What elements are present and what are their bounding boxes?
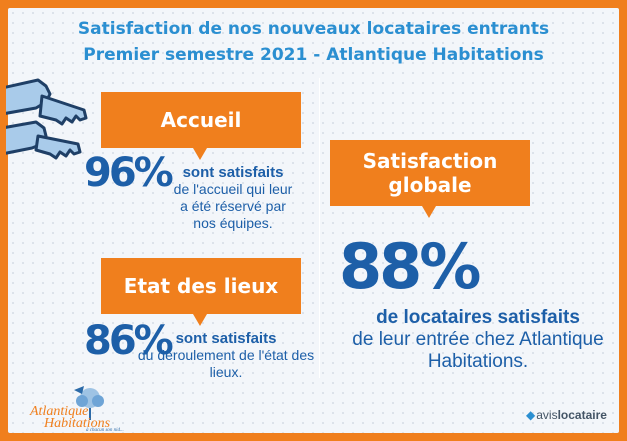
avislocataire-logo: ◆avislocataire (526, 408, 607, 422)
etat-description: sont satisfaits du déroulement de l'état… (131, 330, 321, 381)
tree-icon (74, 386, 104, 420)
globale-heading: Satisfaction globale (330, 140, 530, 218)
globale-text: de leur entrée chez Atlantique Habitatio… (352, 329, 604, 372)
etat-bold-text: sont satisfaits (175, 330, 277, 347)
accueil-bold-text: sont satisfaits (182, 164, 284, 181)
logo-suffix: locataire (557, 408, 607, 422)
keys-icon (6, 78, 88, 160)
etat-heading: Etat des lieux (101, 258, 301, 326)
etat-percent: 86% (84, 318, 174, 364)
logo-tagline: à chacun son nid... (86, 428, 124, 433)
title-line-2: Premier semestre 2021 - Atlantique Habit… (83, 45, 544, 65)
accueil-description: sont satisfaits de l'accueil qui leur a … (168, 164, 298, 232)
logo-line-1: Atlantique (30, 404, 89, 419)
column-divider (319, 78, 320, 378)
etat-text: du déroulement de l'état des lieux. (137, 347, 315, 380)
atlantique-habitations-logo: Atlantique Habitations à chacun son nid.… (30, 386, 140, 433)
globale-description: de locataires satisfaits de leur entrée … (338, 307, 618, 373)
title-line-1: Satisfaction de nos nouveaux locataires … (77, 19, 550, 39)
globale-heading-line-1: Satisfaction (362, 149, 498, 173)
accueil-percent: 96% (84, 150, 174, 196)
accueil-text: de l'accueil qui leur a été réservé par … (173, 181, 293, 231)
globale-percent: 88% (339, 230, 481, 303)
logo-prefix: avis (536, 408, 558, 422)
logo-line-2: Habitations (44, 416, 111, 431)
globale-heading-line-2: globale (388, 173, 472, 197)
drop-icon: ◆ (526, 408, 536, 422)
accueil-heading: Accueil (101, 92, 301, 160)
infographic-card: Satisfaction de nos nouveaux locataires … (6, 8, 619, 433)
globale-bold-text: de locataires satisfaits (376, 307, 580, 328)
